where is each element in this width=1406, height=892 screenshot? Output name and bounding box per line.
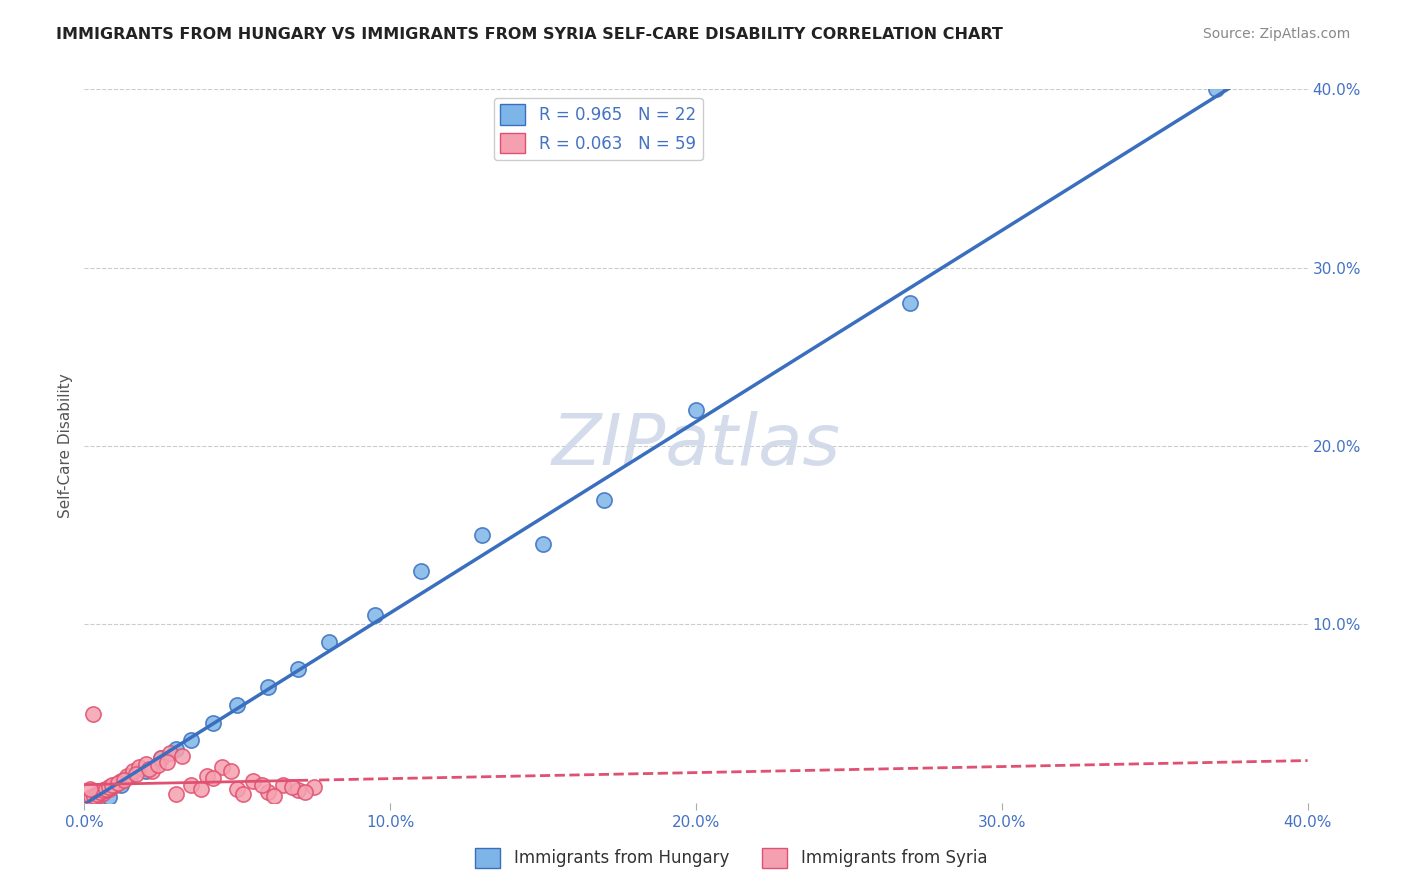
Point	[318, 635, 340, 649]
Point	[77, 792, 100, 806]
Point	[125, 767, 148, 781]
Point	[104, 778, 127, 792]
Point	[593, 492, 616, 507]
Point	[146, 758, 169, 772]
Point	[122, 764, 145, 778]
Point	[89, 785, 111, 799]
Point	[287, 662, 309, 676]
Point	[87, 787, 110, 801]
Point	[77, 792, 100, 806]
Point	[84, 789, 107, 803]
Text: ZIPatlas: ZIPatlas	[551, 411, 841, 481]
Point	[115, 769, 138, 783]
Point	[195, 769, 218, 783]
Point	[226, 698, 249, 712]
Point	[201, 715, 224, 730]
Point	[257, 680, 280, 694]
Point	[165, 742, 187, 756]
Point	[97, 781, 120, 796]
Point	[112, 772, 135, 787]
Legend: R = 0.965   N = 22, R = 0.063   N = 59: R = 0.965 N = 22, R = 0.063 N = 59	[494, 97, 703, 160]
Point	[364, 608, 387, 623]
Point	[271, 778, 294, 792]
Point	[257, 785, 280, 799]
Point	[79, 781, 101, 796]
Point	[156, 755, 179, 769]
Point	[89, 788, 111, 802]
Point	[211, 760, 233, 774]
Point	[76, 794, 98, 808]
Point	[201, 771, 224, 785]
Text: IMMIGRANTS FROM HUNGARY VS IMMIGRANTS FROM SYRIA SELF-CARE DISABILITY CORRELATIO: IMMIGRANTS FROM HUNGARY VS IMMIGRANTS FR…	[56, 27, 1002, 42]
Point	[180, 778, 202, 792]
Point	[79, 793, 101, 807]
Point	[232, 787, 254, 801]
Point	[91, 786, 114, 800]
Point	[82, 706, 104, 721]
Point	[91, 783, 114, 797]
Point	[128, 760, 150, 774]
Point	[120, 769, 142, 783]
Point	[159, 746, 181, 760]
Point	[107, 776, 129, 790]
Point	[97, 790, 120, 805]
Point	[190, 781, 212, 796]
Point	[80, 790, 103, 805]
Point	[531, 537, 554, 551]
Point	[141, 764, 163, 778]
Point	[226, 781, 249, 796]
Point	[86, 789, 108, 804]
Point	[180, 733, 202, 747]
Point	[149, 751, 172, 765]
Point	[149, 751, 172, 765]
Point	[86, 787, 108, 801]
Y-axis label: Self-Care Disability: Self-Care Disability	[58, 374, 73, 518]
Point	[83, 791, 105, 805]
Point	[101, 780, 124, 794]
Point	[172, 749, 194, 764]
Point	[98, 780, 121, 794]
Point	[685, 403, 707, 417]
Point	[135, 764, 157, 778]
Point	[80, 790, 103, 805]
Point	[281, 780, 304, 794]
Point	[83, 789, 105, 803]
Point	[94, 783, 117, 797]
Point	[101, 778, 124, 792]
Point	[242, 774, 264, 789]
Point	[110, 778, 132, 792]
Legend: Immigrants from Hungary, Immigrants from Syria: Immigrants from Hungary, Immigrants from…	[468, 841, 994, 875]
Point	[90, 785, 112, 799]
Point	[409, 564, 432, 578]
Point	[96, 781, 118, 796]
Point	[165, 787, 187, 801]
Point	[1205, 82, 1227, 96]
Point	[263, 789, 285, 803]
Point	[302, 780, 325, 794]
Point	[287, 783, 309, 797]
Point	[135, 756, 157, 771]
Point	[219, 764, 242, 778]
Text: Source: ZipAtlas.com: Source: ZipAtlas.com	[1202, 27, 1350, 41]
Point	[294, 785, 316, 799]
Point	[110, 774, 132, 789]
Point	[138, 762, 160, 776]
Point	[471, 528, 494, 542]
Point	[83, 792, 105, 806]
Point	[89, 787, 111, 801]
Point	[250, 778, 273, 792]
Point	[898, 296, 921, 310]
